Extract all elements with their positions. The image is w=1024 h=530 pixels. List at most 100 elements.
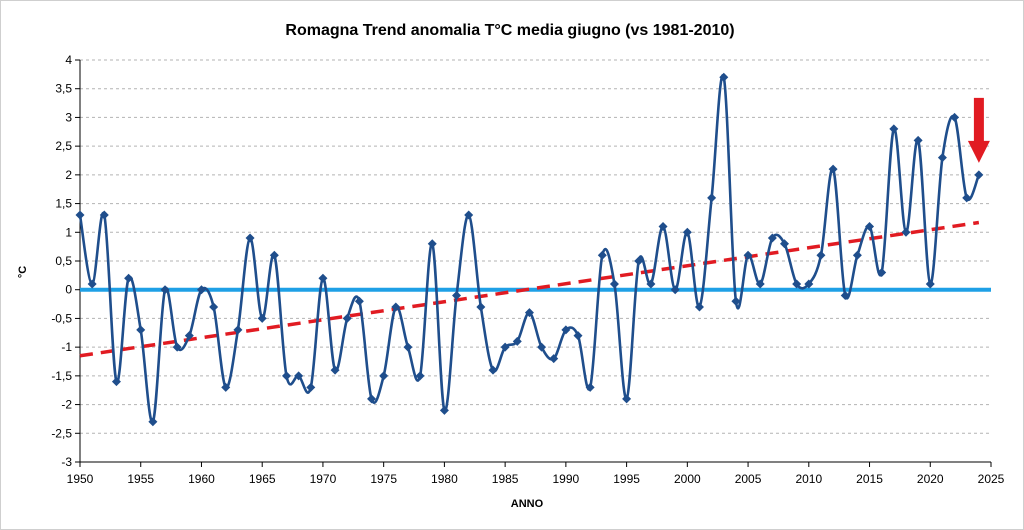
y-tick-labels: 4 3,5 3 2,5 2 1,5 1 0,5 0 -0,5 -1 -1,5 -2 -2,5 -3 <box>51 53 72 469</box>
data-point-marker <box>439 405 449 415</box>
y-axis-label: °C <box>17 266 29 278</box>
data-point-marker <box>816 250 826 260</box>
data-point-marker <box>719 72 729 82</box>
data-point-marker <box>403 342 413 352</box>
data-point-marker <box>269 250 279 260</box>
data-point-marker <box>792 279 802 289</box>
data-point-marker <box>427 239 437 249</box>
data-point-marker <box>694 302 704 312</box>
x-tick-label: 2025 <box>978 472 1005 486</box>
data-point-marker <box>707 193 717 203</box>
data-point-marker <box>877 267 887 277</box>
data-point-marker <box>852 250 862 260</box>
data-point-marker <box>500 342 510 352</box>
trend-line-layer <box>79 220 980 358</box>
y-tick-label: 0,5 <box>55 254 72 268</box>
data-point-marker <box>937 153 947 163</box>
data-point-marker <box>634 256 644 266</box>
y-tick-label: -1,5 <box>51 369 72 383</box>
x-tick-label: 1985 <box>492 472 519 486</box>
axes <box>75 59 992 467</box>
data-point-marker <box>294 371 304 381</box>
x-tick-label: 1950 <box>67 472 94 486</box>
data-point-marker <box>731 296 741 306</box>
data-point-marker <box>537 342 547 352</box>
data-points <box>75 72 984 427</box>
data-point-marker <box>391 302 401 312</box>
data-point-marker <box>585 382 595 392</box>
data-point-marker <box>452 290 462 300</box>
data-point-marker <box>354 296 364 306</box>
y-tick-label: -0,5 <box>51 311 72 325</box>
trend-line <box>79 220 980 358</box>
data-point-marker <box>75 210 85 220</box>
data-point-marker <box>281 371 291 381</box>
x-tick-label: 1975 <box>370 472 397 486</box>
x-axis-label: ANNO <box>511 498 544 510</box>
x-tick-label: 2000 <box>674 472 701 486</box>
data-point-marker <box>524 308 534 318</box>
data-point-marker <box>597 250 607 260</box>
y-tick-label: 1,5 <box>55 197 72 211</box>
data-point-marker <box>646 279 656 289</box>
data-point-marker <box>889 124 899 134</box>
data-point-marker <box>974 170 984 180</box>
y-tick-label: -2 <box>61 398 72 412</box>
data-point-marker <box>780 239 790 249</box>
data-point-marker <box>755 279 765 289</box>
data-point-marker <box>828 164 838 174</box>
data-point-marker <box>767 233 777 243</box>
x-tick-label: 2005 <box>735 472 762 486</box>
annotation-layer <box>967 97 990 163</box>
data-point-marker <box>512 336 522 346</box>
data-point-marker <box>488 365 498 375</box>
data-point-marker <box>682 227 692 237</box>
data-point-marker <box>622 394 632 404</box>
red-arrow-annotation <box>967 97 990 163</box>
x-tick-label: 1990 <box>553 472 580 486</box>
data-point-marker <box>99 210 109 220</box>
series-line <box>78 73 981 424</box>
x-tick-label: 1955 <box>127 472 154 486</box>
x-tick-label: 1965 <box>249 472 276 486</box>
x-tick-label: 2020 <box>917 472 944 486</box>
data-point-marker <box>573 331 583 341</box>
y-tick-label: -2,5 <box>51 426 72 440</box>
series-layer <box>78 73 981 424</box>
data-point-marker <box>209 302 219 312</box>
data-point-marker <box>840 290 850 300</box>
data-point-marker <box>464 210 474 220</box>
data-point-marker <box>160 285 170 295</box>
data-point-marker <box>901 227 911 237</box>
data-point-marker <box>950 112 960 122</box>
data-point-marker <box>172 342 182 352</box>
y-tick-label: 3,5 <box>55 82 72 96</box>
chart-title: Romagna Trend anomalia T°C media giugno … <box>285 22 734 39</box>
data-point-marker <box>476 302 486 312</box>
data-point-marker <box>925 279 935 289</box>
data-point-marker <box>111 377 121 387</box>
data-point-marker <box>913 135 923 145</box>
y-tick-label: 3 <box>65 110 72 124</box>
data-point-marker <box>148 417 158 427</box>
data-point-marker <box>330 365 340 375</box>
data-point-marker <box>124 273 134 283</box>
y-tick-label: -3 <box>61 455 72 469</box>
data-point-marker <box>658 222 668 232</box>
data-point-marker <box>221 382 231 392</box>
data-point-marker <box>245 233 255 243</box>
data-point-marker <box>318 273 328 283</box>
data-point-marker <box>136 325 146 335</box>
data-point-marker <box>609 279 619 289</box>
x-tick-label: 1995 <box>613 472 640 486</box>
data-point-marker <box>962 193 972 203</box>
y-tick-label: 2,5 <box>55 139 72 153</box>
x-tick-label: 2015 <box>856 472 883 486</box>
data-point-marker <box>257 313 267 323</box>
data-point-marker <box>184 331 194 341</box>
y-tick-label: 2 <box>65 168 72 182</box>
data-point-marker <box>743 250 753 260</box>
data-point-marker <box>196 285 206 295</box>
x-tick-label: 1960 <box>188 472 215 486</box>
x-tick-label: 2010 <box>795 472 822 486</box>
